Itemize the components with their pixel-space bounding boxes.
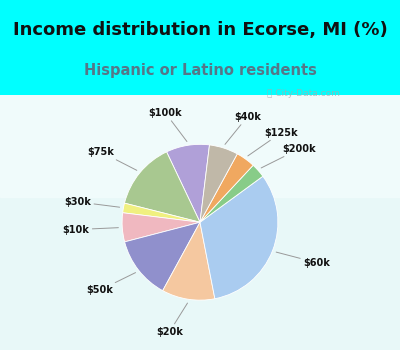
Text: $40k: $40k: [225, 112, 261, 144]
Text: $50k: $50k: [86, 273, 136, 295]
Text: $200k: $200k: [261, 144, 316, 168]
Text: ⓘ City-Data.com: ⓘ City-Data.com: [267, 89, 340, 98]
Bar: [0, 94, 400, 197]
Text: $20k: $20k: [156, 303, 188, 337]
Wedge shape: [200, 165, 263, 222]
Wedge shape: [122, 213, 200, 242]
Text: $60k: $60k: [276, 252, 330, 268]
Text: $100k: $100k: [149, 108, 187, 141]
Wedge shape: [124, 152, 200, 222]
Wedge shape: [166, 144, 210, 222]
Text: $10k: $10k: [63, 225, 118, 235]
Wedge shape: [163, 222, 215, 300]
Wedge shape: [200, 145, 237, 222]
Text: $30k: $30k: [64, 197, 120, 207]
Text: $75k: $75k: [88, 147, 137, 170]
Wedge shape: [125, 222, 200, 290]
Wedge shape: [200, 176, 278, 299]
Text: $125k: $125k: [248, 127, 298, 156]
Wedge shape: [200, 154, 253, 222]
Wedge shape: [123, 203, 200, 222]
Text: Hispanic or Latino residents: Hispanic or Latino residents: [84, 63, 316, 77]
Text: Income distribution in Ecorse, MI (%): Income distribution in Ecorse, MI (%): [13, 21, 387, 39]
